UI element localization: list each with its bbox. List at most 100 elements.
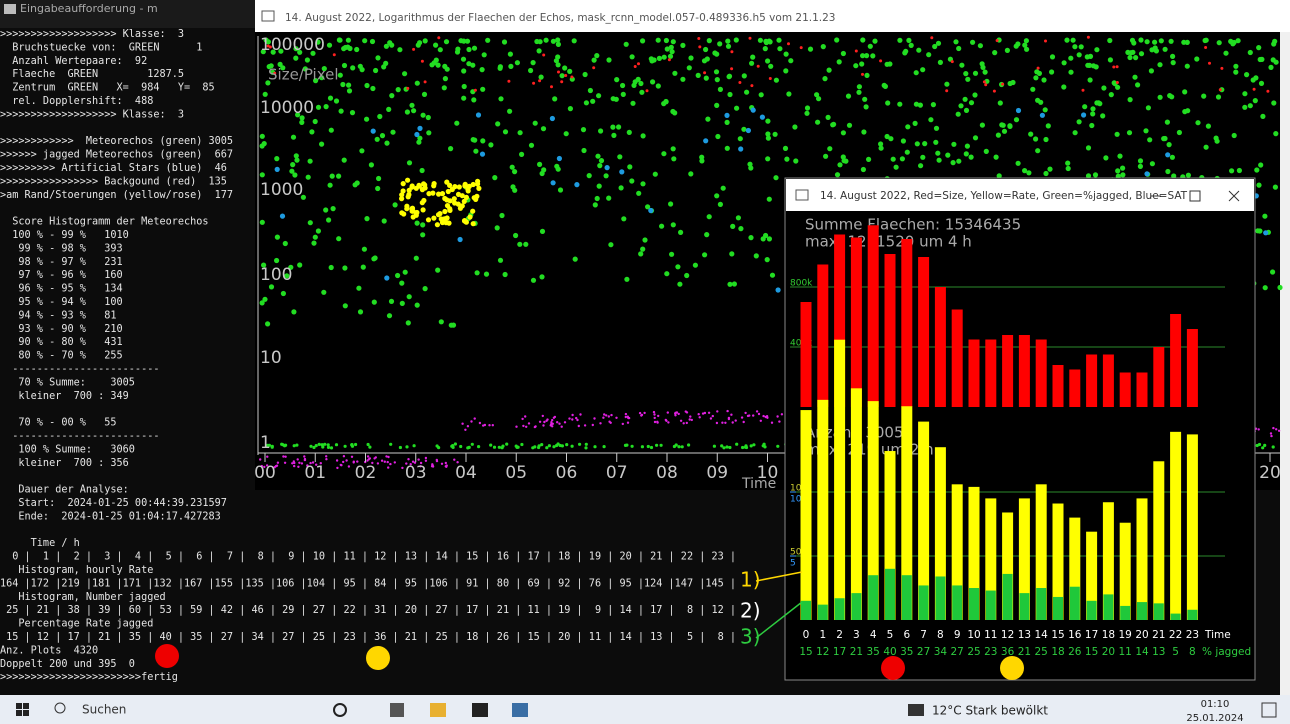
app-icon[interactable]	[430, 703, 446, 717]
echo-dot	[715, 133, 721, 140]
echo-dot	[724, 421, 727, 424]
echo-dot	[335, 459, 339, 462]
weather[interactable]: 12°C Stark bewölkt	[932, 704, 1048, 718]
echo-dot	[592, 66, 596, 70]
echo-dot	[765, 58, 771, 64]
echo-dot	[604, 165, 610, 171]
echo-dot	[963, 151, 969, 157]
echo-dot	[542, 424, 545, 427]
clock[interactable]: 01:10	[1201, 699, 1230, 710]
echo-dot	[1131, 40, 1137, 46]
search-box[interactable]: Suchen	[82, 703, 126, 717]
echo-dot	[586, 173, 592, 179]
echo-dot	[825, 114, 831, 120]
maximize-button[interactable]	[1189, 190, 1201, 202]
console-title: Eingabeaufforderung - m	[20, 2, 158, 15]
echo-dot	[738, 81, 742, 84]
echo-dot	[571, 418, 574, 421]
echo-dot	[383, 460, 386, 463]
echo-dot	[270, 49, 276, 55]
echo-dot	[996, 173, 1002, 179]
echo-dot	[626, 421, 630, 424]
echo-dot	[473, 148, 479, 154]
search-icon[interactable]	[54, 702, 66, 714]
echo-dot	[640, 445, 645, 449]
echo-dot	[1149, 47, 1155, 53]
echo-dot	[352, 460, 355, 463]
taskview[interactable]	[333, 703, 347, 717]
scrollbar[interactable]	[1280, 0, 1290, 695]
echo-dot	[772, 131, 778, 137]
bar	[1069, 517, 1081, 620]
echo-dot	[420, 222, 426, 228]
echo-dot	[1262, 213, 1268, 219]
echo-dot	[1085, 62, 1091, 68]
echo-dot	[815, 119, 821, 125]
echo-dot	[570, 75, 574, 79]
echo-dot	[577, 424, 580, 428]
echo-dot	[972, 70, 979, 76]
echo-dot	[963, 107, 970, 113]
echo-dot	[714, 77, 720, 83]
echo-dot	[703, 75, 709, 81]
echo-dot	[599, 422, 602, 425]
start-button[interactable]	[16, 703, 29, 716]
echo-dot	[1085, 145, 1092, 151]
echo-dot	[1033, 136, 1039, 142]
x-tick-label: 07	[606, 463, 628, 483]
value-label: 17	[833, 646, 846, 658]
news-icon[interactable]	[908, 704, 924, 716]
echo-dot	[701, 412, 705, 415]
echo-dot	[840, 130, 847, 136]
echo-dot	[516, 445, 520, 449]
echo-dot	[370, 128, 376, 134]
echo-dot	[624, 415, 627, 419]
echo-dot	[295, 112, 301, 118]
echo-dot	[373, 457, 376, 460]
echo-dot	[766, 236, 773, 242]
echo-dot	[1255, 228, 1261, 234]
echo-dot	[389, 442, 393, 446]
x-tick-label: 2	[836, 629, 843, 641]
echo-dot	[1086, 35, 1090, 39]
x-tick-label: 13	[1018, 629, 1031, 641]
app-icon[interactable]	[390, 703, 404, 717]
echo-dot	[1261, 446, 1265, 450]
echo-dot	[735, 215, 742, 221]
echo-dot	[267, 443, 271, 447]
echo-dot	[717, 86, 724, 92]
echo-dot	[356, 460, 359, 463]
echo-dot	[864, 53, 870, 59]
echo-dot	[500, 446, 504, 450]
echo-dot	[820, 44, 826, 50]
echo-dot	[575, 416, 578, 420]
app-icon[interactable]	[472, 703, 488, 717]
x-tick-label: 09	[706, 463, 728, 483]
echo-dot	[370, 85, 376, 92]
echo-dot	[274, 156, 280, 162]
echo-dot	[846, 122, 853, 128]
app-icon[interactable]	[512, 703, 528, 717]
echo-dot	[568, 417, 571, 420]
echo-dot	[291, 462, 294, 465]
echo-dot	[905, 124, 911, 130]
echo-dot	[522, 424, 525, 428]
bar	[1136, 372, 1148, 407]
echo-dot	[753, 253, 759, 259]
echo-dot	[483, 271, 490, 277]
echo-dot	[1070, 37, 1076, 43]
echo-dot	[904, 149, 910, 155]
chart-subtitle: max: 1211520 um 4 h	[805, 233, 972, 251]
echo-dot	[551, 425, 554, 428]
echo-dot	[563, 131, 569, 137]
echo-dot	[334, 443, 339, 447]
arrow-line	[755, 601, 803, 639]
echo-dot	[560, 444, 565, 448]
date[interactable]: 25.01.2024	[1186, 713, 1243, 724]
echo-dot	[756, 64, 760, 68]
echo-dot	[897, 101, 903, 107]
y-tick-label: 100	[790, 484, 807, 494]
echo-dot	[290, 134, 297, 140]
close-button[interactable]	[1228, 190, 1240, 202]
notifications[interactable]	[1261, 702, 1277, 718]
